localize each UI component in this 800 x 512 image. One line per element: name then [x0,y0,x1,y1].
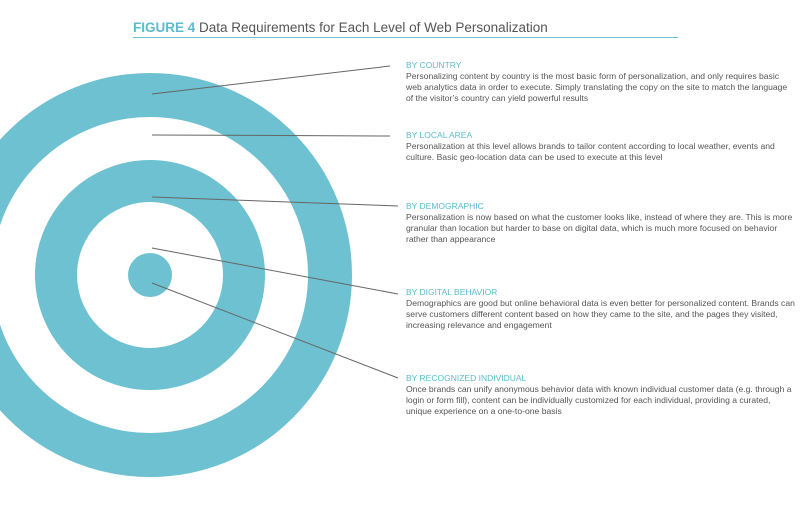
figure-title-text: Data Requirements for Each Level of Web … [199,20,548,35]
level-description: Personalizing content by country is the … [406,71,788,103]
leader-line-demographic [151,196,399,207]
leader-line-recognized-individual [151,282,399,379]
level-heading: BY DEMOGRAPHIC [406,201,484,211]
ring-middle [35,160,265,390]
center-dot [128,253,172,297]
level-heading: BY COUNTRY [406,60,462,70]
figure-label: FIGURE 4 [133,20,196,35]
level-demographic: BY DEMOGRAPHIC Personalization is now ba… [406,201,796,245]
leader-line-local-area [151,134,391,137]
ring-outer [0,73,352,477]
level-local-area: BY LOCAL AREA Personalization at this le… [406,130,796,163]
level-recognized-individual: BY RECOGNIZED INDIVIDUAL Once brands can… [406,373,796,417]
level-heading: BY LOCAL AREA [406,130,473,140]
leader-line-digital-behavior [151,247,399,295]
level-heading: BY RECOGNIZED INDIVIDUAL [406,373,527,383]
level-digital-behavior: BY DIGITAL BEHAVIOR Demographics are goo… [406,287,796,331]
figure-title: FIGURE 4 Data Requirements for Each Leve… [133,20,548,35]
level-description: Demographics are good but online behavio… [406,298,795,330]
level-country: BY COUNTRY Personalizing content by coun… [406,60,796,104]
title-rule [133,37,678,38]
level-description: Personalization is now based on what the… [406,212,793,244]
leader-line-country [151,65,391,95]
level-description: Once brands can unify anonymous behavior… [406,384,792,416]
level-heading: BY DIGITAL BEHAVIOR [406,287,498,297]
level-description: Personalization at this level allows bra… [406,141,775,162]
